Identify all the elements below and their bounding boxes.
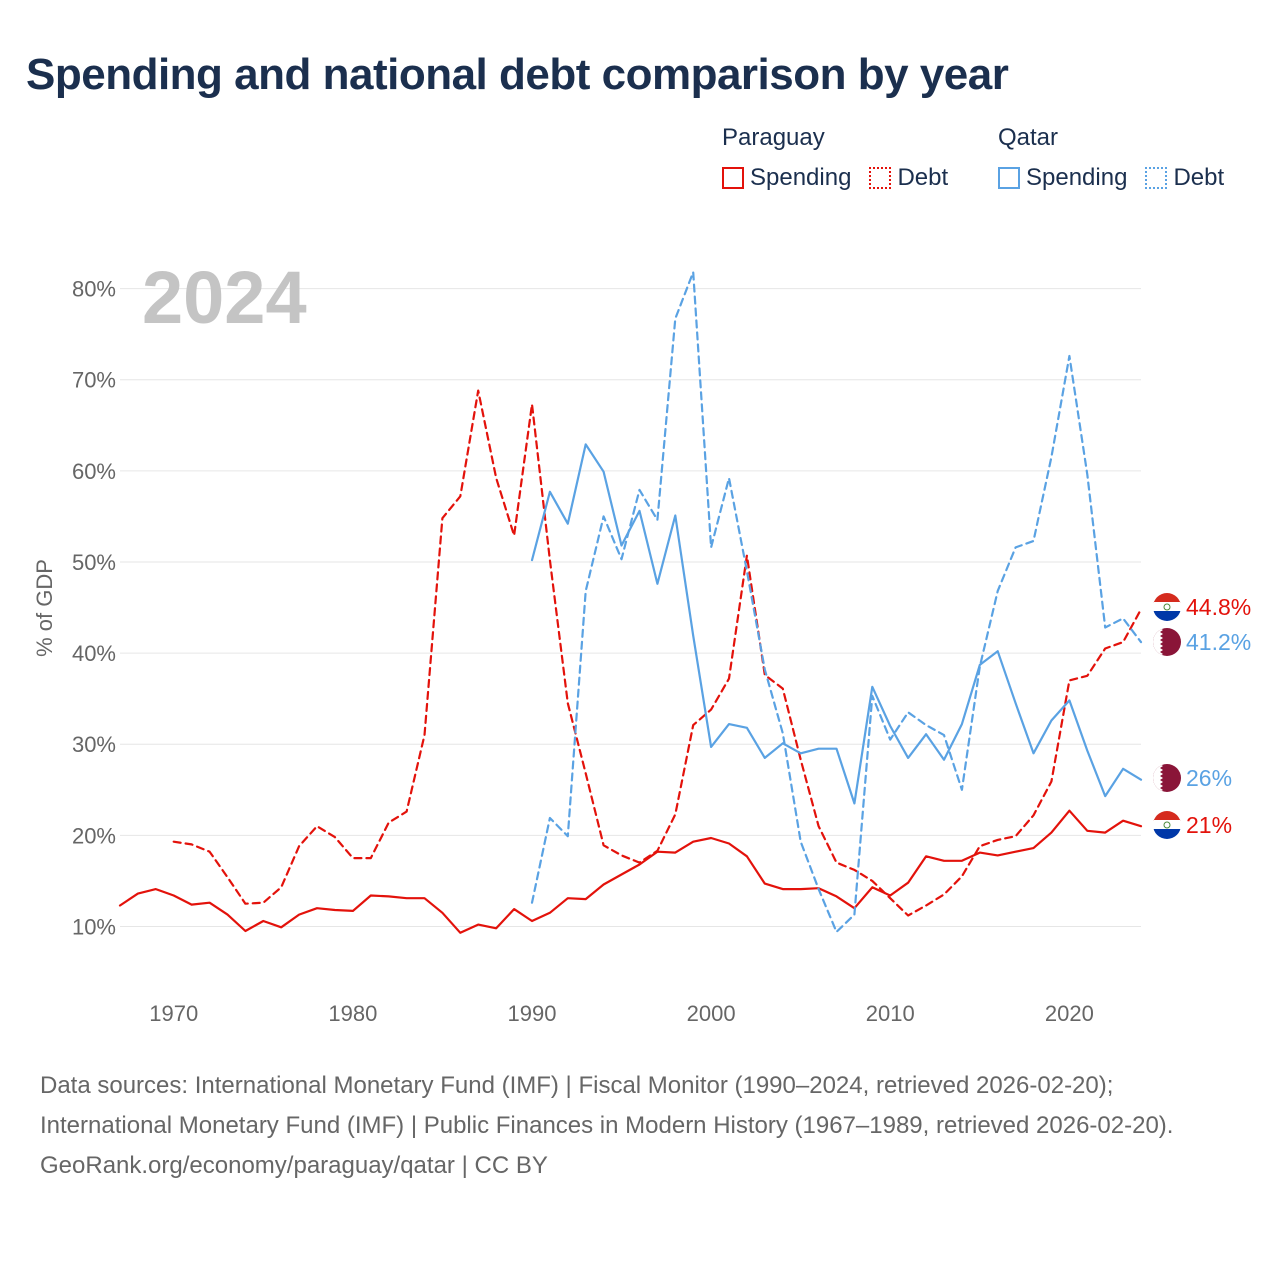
legend-swatch-dotted-icon [1145, 167, 1168, 189]
qatar-flag-icon [1153, 628, 1181, 656]
y-tick-label: 40% [72, 641, 116, 666]
legend-swatch-dotted-icon [869, 167, 892, 189]
x-axis-ticks: 1970 1980 1990 2000 2010 2020 [149, 1001, 1094, 1026]
series-line-paraguay-spending [118, 809, 1143, 934]
legend-swatch-solid-icon [722, 167, 744, 189]
legend-paraguay-spending[interactable]: Spending [722, 164, 851, 192]
end-label-qatar-spending: 26% [1186, 765, 1232, 791]
y-tick-label: 10% [72, 914, 116, 939]
legend-qatar-debt[interactable]: Debt [1145, 164, 1224, 192]
series-line-paraguay-debt [172, 389, 1143, 917]
legend-paraguay-label: Paraguay [722, 124, 825, 151]
legend-qatar-spending[interactable]: Spending [998, 164, 1127, 192]
x-tick-label: 1990 [508, 1001, 557, 1026]
legend-qatar-spending-label: Spending [1026, 164, 1128, 191]
y-tick-label: 30% [72, 732, 116, 757]
y-axis-ticks: 10% 20% 30% 40% 50% 60% 70% 80% [72, 277, 116, 940]
series-line-qatar-debt [530, 271, 1143, 933]
y-tick-label: 80% [72, 277, 116, 302]
x-tick-label: 1980 [328, 1001, 377, 1026]
legend-paraguay-spending-label: Spending [750, 164, 852, 191]
legend-paraguay-debt[interactable]: Debt [869, 164, 948, 192]
legend-paraguay-debt-label: Debt [897, 164, 949, 191]
grid-lines [120, 288, 1141, 927]
paraguay-flag-icon [1153, 593, 1181, 621]
end-label-paraguay-debt: 44.8% [1186, 594, 1251, 620]
x-tick-label: 1970 [149, 1001, 198, 1026]
y-axis-label: % of GDP [32, 559, 57, 657]
source-note: Data sources: International Monetary Fun… [40, 1066, 1240, 1186]
source-attribution[interactable]: GeoRank.org/economy/paraguay/qatar | CC … [40, 1152, 548, 1179]
chart-title: Spending and national debt comparison by… [26, 50, 1009, 99]
x-tick-label: 2000 [687, 1001, 736, 1026]
source-data-sources: Data sources: International Monetary Fun… [40, 1072, 1174, 1139]
x-tick-label: 2010 [866, 1001, 915, 1026]
y-tick-label: 20% [72, 823, 116, 848]
legend-swatch-solid-icon [998, 167, 1020, 189]
line-chart: 2024 10%20%30%40%50%60%70%80% 1970 1980 19… [32, 256, 1251, 1026]
x-tick-label: 2020 [1045, 1001, 1094, 1026]
legend-qatar: Qatar Spending Debt [998, 122, 1242, 192]
qatar-flag-icon [1153, 764, 1181, 792]
series-lines [118, 271, 1143, 934]
y-tick-label: 50% [72, 550, 116, 575]
legend-qatar-label: Qatar [998, 124, 1059, 151]
y-tick-label: 60% [72, 459, 116, 484]
series-line-qatar-spending [530, 443, 1143, 805]
y-tick-label: 70% [72, 368, 116, 393]
legend-qatar-debt-label: Debt [1173, 164, 1225, 191]
legend-paraguay: Paraguay Spending Debt [722, 122, 966, 192]
end-label-paraguay-spending: 21% [1186, 812, 1232, 838]
paraguay-flag-icon [1153, 811, 1181, 839]
year-watermark: 2024 [142, 256, 307, 339]
end-label-qatar-debt: 41.2% [1186, 629, 1251, 655]
